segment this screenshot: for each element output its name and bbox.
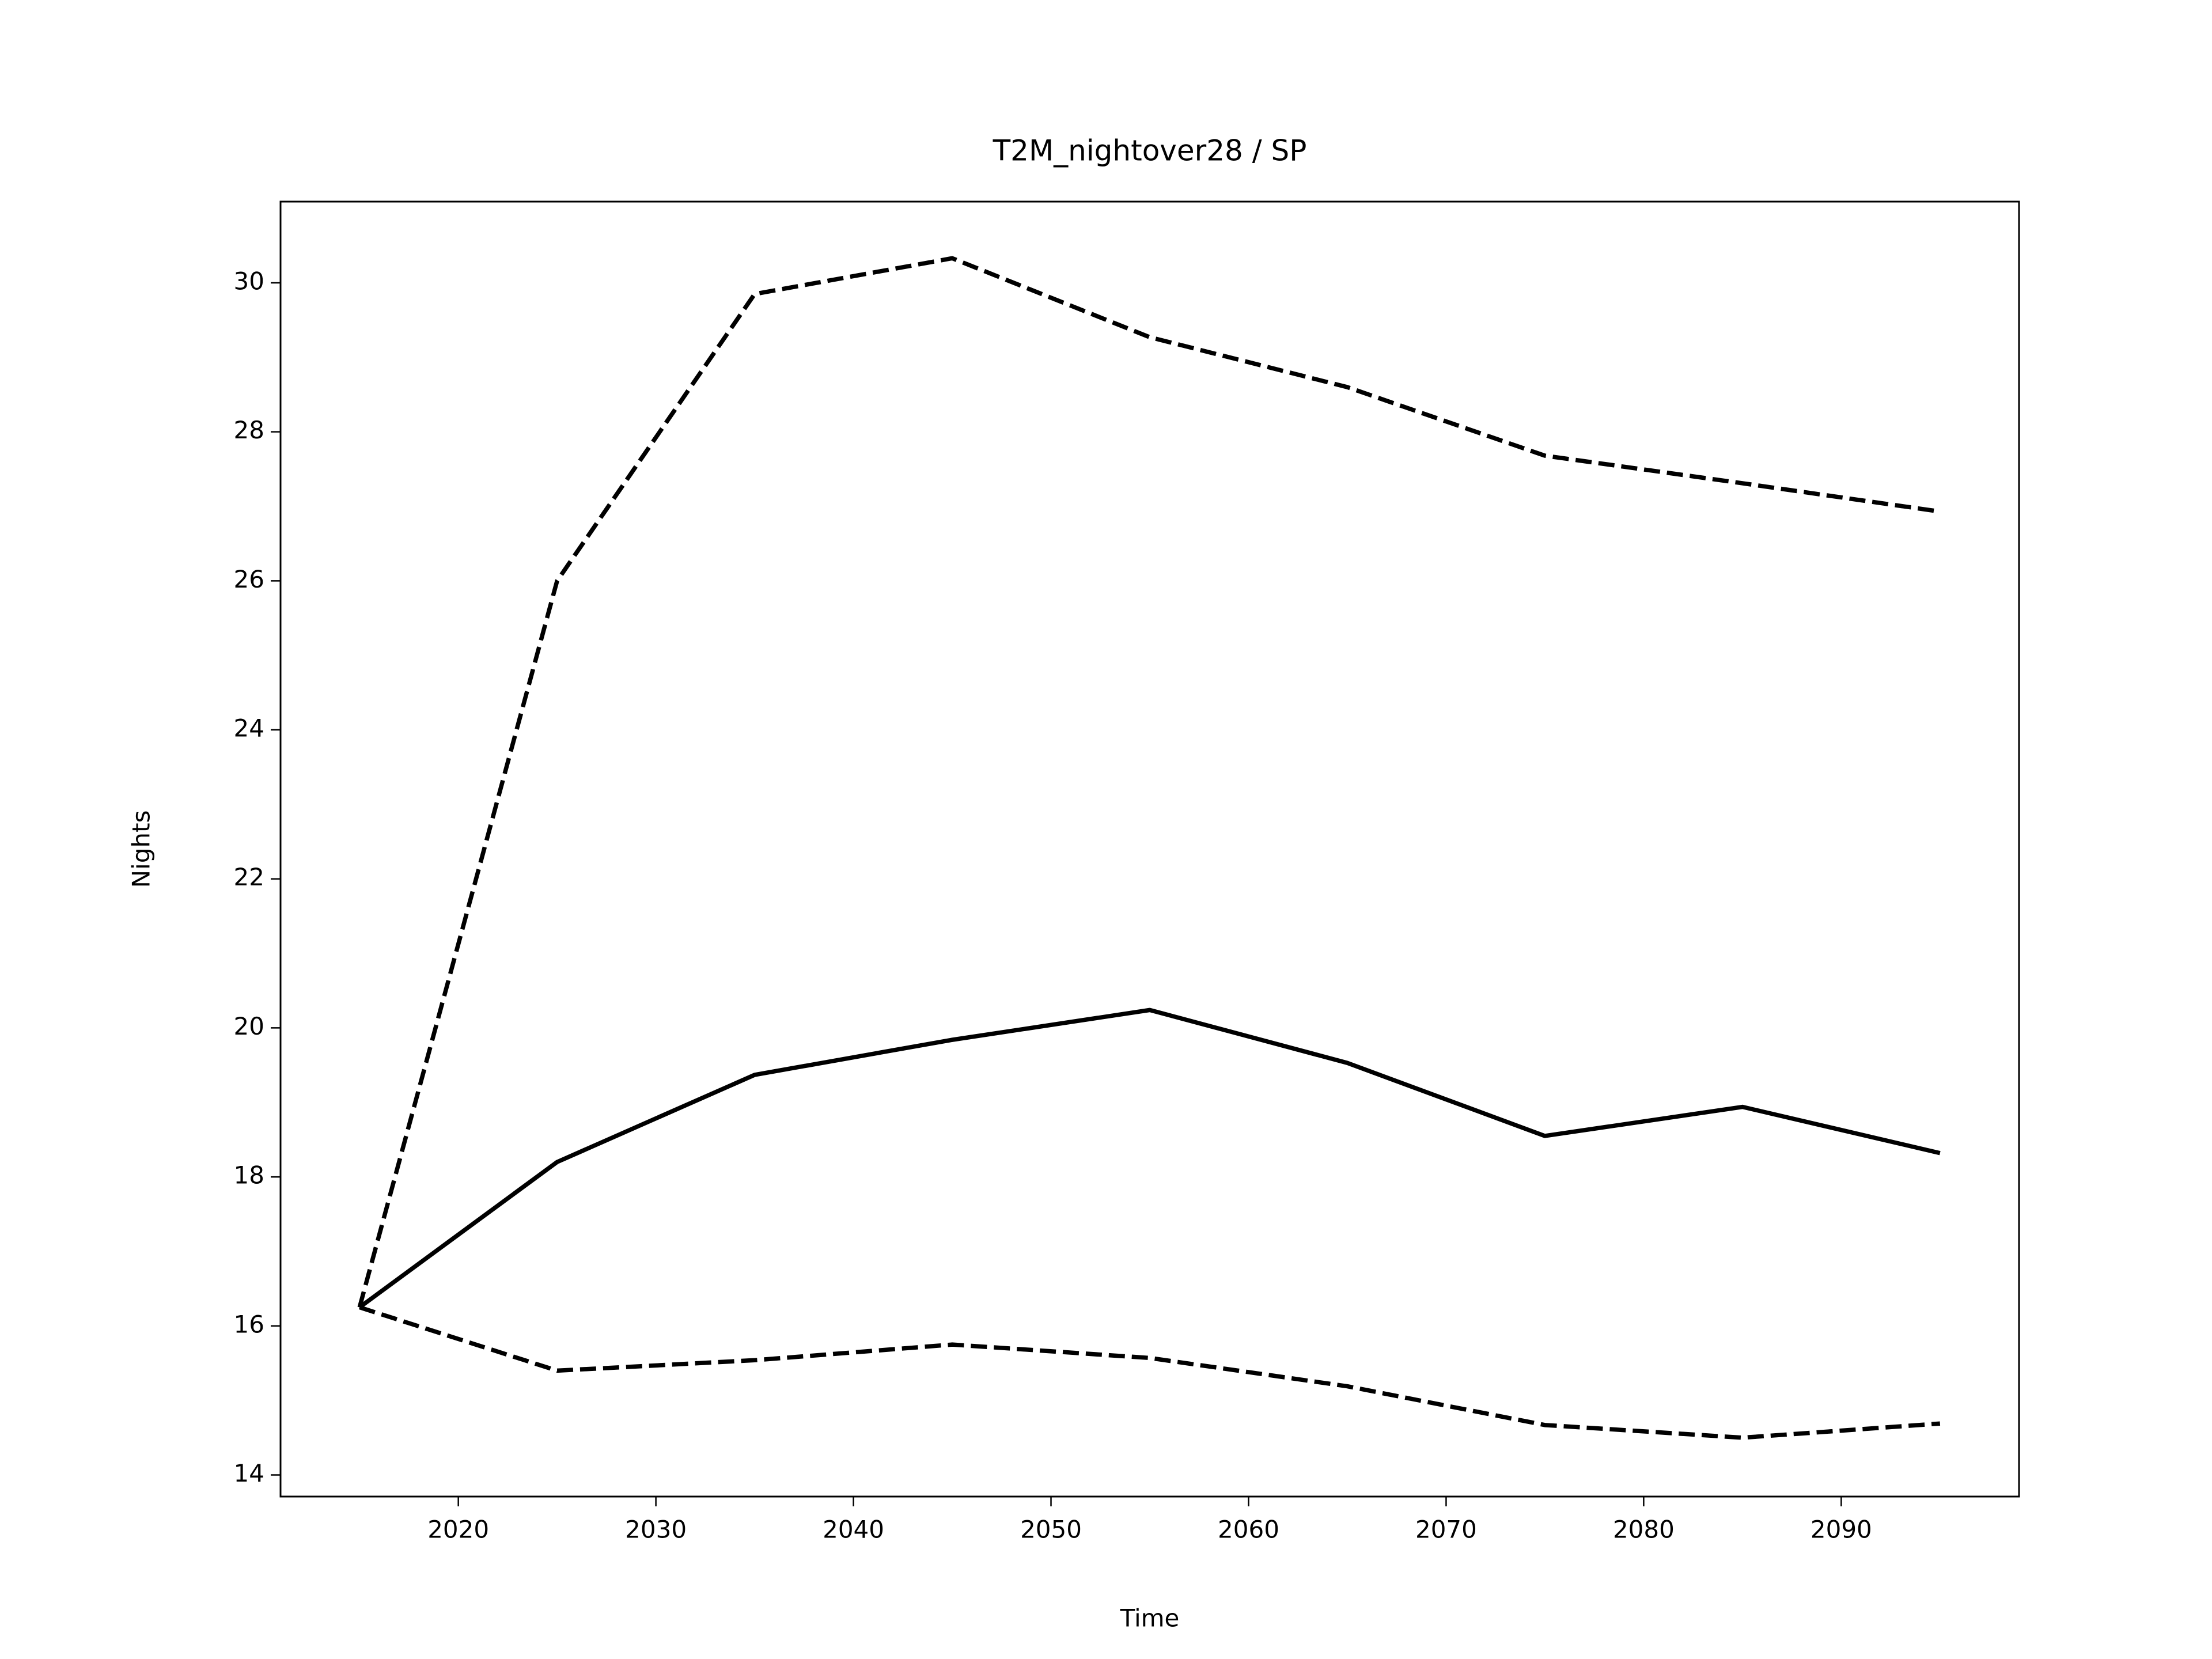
x-tick-label: 2050: [1020, 1516, 1082, 1544]
y-tick-label: 24: [234, 714, 264, 743]
x-tick-label: 2030: [625, 1516, 687, 1544]
plot-frame: [279, 200, 2020, 1498]
y-tick-label: 28: [234, 416, 264, 444]
y-tick-label: 20: [234, 1012, 264, 1040]
y-axis-label: Nights: [127, 810, 156, 888]
line-series: [358, 1007, 1941, 1309]
x-tick-label: 2040: [823, 1516, 884, 1544]
y-tick-label: 16: [234, 1310, 264, 1338]
x-tick-label: 2060: [1218, 1516, 1279, 1544]
y-tick-label: 22: [234, 863, 264, 891]
x-tick-label: 2020: [427, 1516, 489, 1544]
line-series: [357, 256, 1941, 1308]
chart-title: T2M_nightover28 / SP: [993, 134, 1307, 168]
x-tick-label: 2070: [1415, 1516, 1477, 1544]
x-tick-label: 2090: [1810, 1516, 1872, 1544]
y-tick-label: 26: [234, 565, 264, 593]
y-tick-label: 30: [234, 267, 264, 295]
x-tick-label: 2080: [1613, 1516, 1675, 1544]
y-tick-label: 14: [234, 1459, 264, 1487]
x-axis-label: Time: [1120, 1604, 1180, 1633]
y-tick-label: 18: [234, 1161, 264, 1190]
